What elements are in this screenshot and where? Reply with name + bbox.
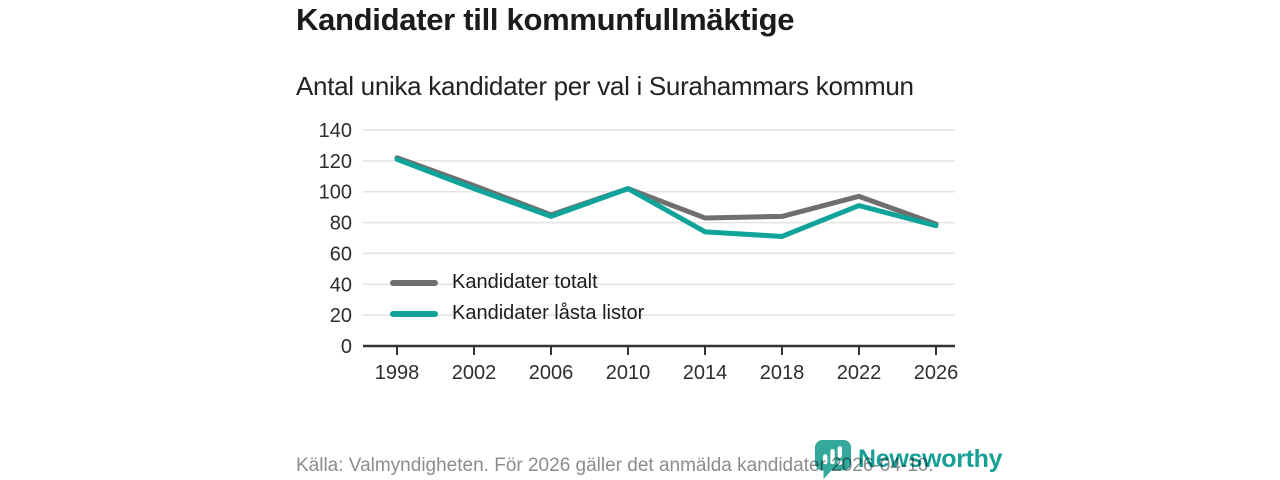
x-tick-label: 2026 [914,362,959,384]
newsworthy-logo[interactable]: Newsworthy [814,439,1003,479]
y-tick-label: 80 [330,213,352,235]
legend-swatch-gray [390,279,438,286]
x-tick-label: 2010 [606,362,651,384]
legend-item-lasta-listor: Kandidater låsta listor [390,298,644,329]
x-tick-label: 1998 [375,362,420,384]
y-tick-label: 140 [319,120,352,142]
legend-label-lasta-listor: Kandidater låsta listor [452,302,645,324]
series-line-1 [394,156,939,239]
x-tick-label: 2018 [760,362,805,384]
chart-legend: Kandidater totalt Kandidater låsta listo… [390,267,644,329]
line-chart: 0 20 40 60 80 100 120 140 1998 2002 2006 2010 2014 20… [319,120,959,384]
y-tick-label: 20 [330,305,352,327]
x-tick-label: 2014 [683,362,728,384]
newsworthy-logo-text: Newsworthy [858,444,1003,473]
chart-subtitle: Antal unika kandidater per val i Suraham… [296,71,914,101]
y-tick-label: 0 [341,336,352,358]
y-tick-label: 120 [319,151,352,173]
legend-swatch-teal [390,310,438,317]
series-line-0 [394,155,939,227]
y-tick-label: 40 [330,274,352,296]
legend-item-totalt: Kandidater totalt [390,267,644,298]
page-title: Kandidater till kommunfullmäktige [296,2,795,37]
speech-bubble-bar-chart-icon [814,440,852,479]
y-tick-label: 60 [330,243,352,265]
x-tick-label: 2006 [529,362,574,384]
source-note: Källa: Valmyndigheten. För 2026 gäller d… [296,455,934,476]
y-tick-label: 100 [319,182,352,204]
x-tick-label: 2002 [452,362,497,384]
legend-label-totalt: Kandidater totalt [452,271,598,293]
x-tick-label: 2022 [837,362,882,384]
